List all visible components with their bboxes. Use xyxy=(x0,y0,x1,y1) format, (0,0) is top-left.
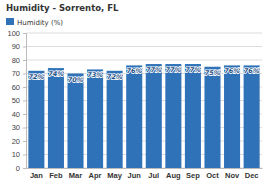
bar xyxy=(87,69,103,168)
x-tick-label: Jun xyxy=(128,171,142,180)
x-tick-label: May xyxy=(107,171,122,180)
y-tick-label: 100 xyxy=(7,29,20,38)
y-tick-mark xyxy=(23,33,26,34)
x-axis: Jan Feb Mar Apr May Jun Jul Aug Sep Oct Nov Dec xyxy=(27,169,263,181)
y-axis: 0 10 20 30 40 50 60 70 80 90 100 xyxy=(7,29,26,173)
y-tick-mark xyxy=(23,47,26,48)
y-tick: 60 xyxy=(12,83,26,92)
bar xyxy=(48,68,64,168)
x-tick-label: Feb xyxy=(49,171,63,180)
y-tick-label: 20 xyxy=(12,137,20,146)
data-label: 75% xyxy=(205,69,221,77)
data-label: 77% xyxy=(146,66,162,74)
y-tick-mark xyxy=(23,101,26,102)
bar xyxy=(126,65,142,168)
y-tick-mark xyxy=(23,60,26,61)
x-tick-label: Jul xyxy=(148,171,159,180)
x-tick: Sep xyxy=(186,171,200,180)
bar xyxy=(107,71,123,168)
data-label: 74% xyxy=(48,70,64,78)
x-tick: Jul xyxy=(148,171,159,180)
y-tick: 0 xyxy=(16,164,26,173)
y-tick-label: 0 xyxy=(16,164,20,173)
y-tick: 30 xyxy=(12,123,26,132)
data-label: 73% xyxy=(87,71,103,79)
y-tick: 10 xyxy=(12,150,26,159)
x-tick: Jun xyxy=(128,171,142,180)
x-tick: Jan xyxy=(30,171,43,180)
bar xyxy=(185,64,201,168)
grid-line xyxy=(26,33,262,34)
bar xyxy=(224,65,240,168)
x-tick: May xyxy=(107,171,122,180)
x-tick-label: Aug xyxy=(166,171,181,180)
data-label: 72% xyxy=(107,73,123,81)
x-tick-label: Jan xyxy=(30,171,43,180)
y-tick: 90 xyxy=(12,42,26,51)
y-tick-label: 30 xyxy=(12,123,20,132)
data-label: 76% xyxy=(126,67,142,75)
x-tick: Dec xyxy=(245,171,259,180)
grid-line xyxy=(26,46,262,47)
y-tick-label: 10 xyxy=(12,150,20,159)
data-label: 77% xyxy=(166,66,182,74)
title: Humidity - Sorrento, FL xyxy=(6,3,119,13)
x-tick: Aug xyxy=(166,171,181,180)
y-tick: 80 xyxy=(12,56,26,65)
x-tick-label: Oct xyxy=(206,171,219,180)
x-tick: Mar xyxy=(69,171,82,180)
x-tick: Oct xyxy=(206,171,219,180)
y-tick: 20 xyxy=(12,137,26,146)
y-tick: 100 xyxy=(7,29,26,38)
x-tick-label: Nov xyxy=(225,171,240,180)
y-axis-line xyxy=(23,34,27,169)
y-tick: 70 xyxy=(12,69,26,78)
y-tick-mark xyxy=(23,87,26,88)
plot: 0 10 20 30 40 50 60 70 80 90 100 Jan Feb Mar Apr May Jun… xyxy=(7,29,262,180)
data-label: 76% xyxy=(244,67,260,75)
y-tick-mark xyxy=(23,155,26,156)
legend-swatch xyxy=(6,18,14,25)
y-tick-mark xyxy=(23,141,26,142)
bar xyxy=(165,64,181,168)
x-tick-label: Sep xyxy=(186,171,200,180)
y-tick-label: 80 xyxy=(12,56,20,65)
y-tick-mark xyxy=(23,74,26,75)
chart: Humidity - Sorrento, FL 0 10 20 30 40 50 60 70 80… xyxy=(0,0,268,188)
x-tick-label: Mar xyxy=(69,171,82,180)
x-tick: Feb xyxy=(49,171,63,180)
y-tick-label: 70 xyxy=(12,69,20,78)
y-tick-mark xyxy=(23,168,26,169)
legend-label: Humidity (%) xyxy=(17,19,63,27)
y-tick-mark xyxy=(23,128,26,129)
bar xyxy=(28,71,44,168)
data-label: 77% xyxy=(185,66,201,74)
y-tick-mark xyxy=(23,114,26,115)
bar xyxy=(146,64,162,168)
x-tick: Apr xyxy=(89,171,102,180)
data-label: 72% xyxy=(29,73,45,81)
x-axis-line xyxy=(27,168,263,169)
y-tick: 40 xyxy=(12,110,26,119)
grid xyxy=(26,33,262,168)
bars xyxy=(28,64,259,168)
x-tick-label: Apr xyxy=(89,171,102,180)
x-tick-label: Dec xyxy=(245,171,259,180)
data-labels: 72%74%70%73%72%76%77%77%77%75%76%76% xyxy=(29,66,260,83)
legend: Humidity (%) xyxy=(6,18,63,27)
bar xyxy=(204,67,220,168)
grid-line xyxy=(26,60,262,61)
data-label: 70% xyxy=(68,76,84,84)
y-tick-label: 50 xyxy=(12,96,20,105)
y-tick-label: 60 xyxy=(12,83,20,92)
x-tick: Nov xyxy=(225,171,240,180)
bar xyxy=(244,65,260,168)
bar xyxy=(67,74,83,169)
y-tick: 50 xyxy=(12,96,26,105)
y-tick-label: 90 xyxy=(12,42,20,51)
y-tick-label: 40 xyxy=(12,110,20,119)
data-label: 76% xyxy=(224,67,240,75)
